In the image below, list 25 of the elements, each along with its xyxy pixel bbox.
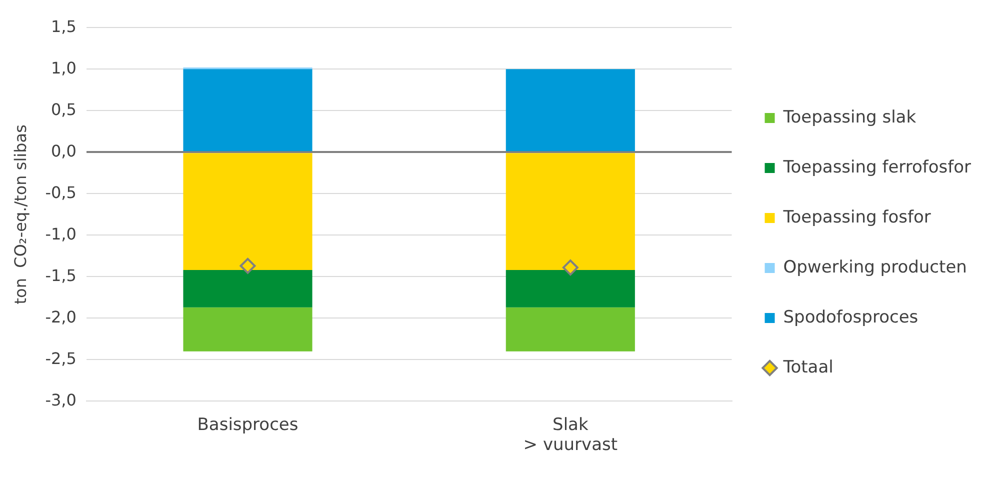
bar bbox=[183, 270, 312, 308]
y-tick-label: -1,5 bbox=[45, 266, 76, 285]
y-tick-label: -1,0 bbox=[45, 224, 76, 244]
bar bbox=[183, 307, 312, 352]
x-tick-label: Slak > vuurvast bbox=[523, 414, 618, 456]
y-tick-label: 0,5 bbox=[50, 100, 76, 119]
legend-label: Toepassing fosfor bbox=[782, 207, 931, 228]
bar bbox=[183, 69, 312, 152]
y-axis-title: ton CO₂-eq./ton slibas bbox=[10, 124, 30, 304]
x-tick-label: Basisproces bbox=[197, 414, 298, 435]
y-tick-label: -3,0 bbox=[45, 390, 76, 410]
y-tick-label: 0,0 bbox=[50, 141, 76, 160]
bar bbox=[506, 307, 635, 352]
bar bbox=[506, 69, 635, 152]
legend-label: Opwerking producten bbox=[783, 257, 967, 278]
legend-label: Toepassing slak bbox=[782, 107, 916, 128]
bar bbox=[506, 270, 635, 308]
legend-label: Toepassing ferrofosfor bbox=[782, 157, 971, 178]
y-tick-label: 1,0 bbox=[50, 58, 76, 78]
y-tick-label: -0,5 bbox=[45, 182, 76, 202]
y-tick-label: -2,0 bbox=[45, 307, 76, 326]
legend-label: Spodofosproces bbox=[783, 307, 918, 328]
legend-label: Totaal bbox=[782, 357, 834, 378]
y-tick-label: -2,5 bbox=[45, 348, 76, 368]
y-tick-label: 1,5 bbox=[50, 16, 76, 36]
